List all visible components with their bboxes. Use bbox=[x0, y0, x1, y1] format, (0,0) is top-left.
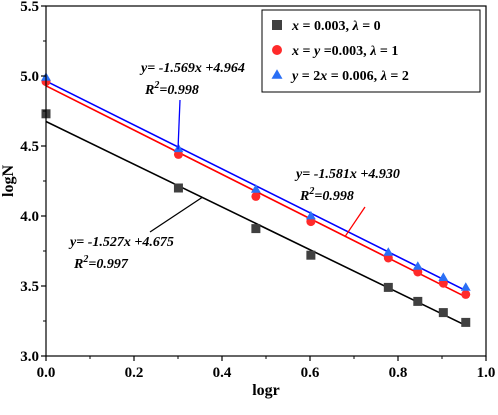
legend-marker-3 bbox=[271, 69, 283, 79]
data-points bbox=[41, 72, 471, 327]
legend-entry-2-part-1: x bbox=[291, 44, 299, 59]
fit-line-1 bbox=[45, 120, 467, 327]
legend-entry-3-part-3: x bbox=[319, 69, 327, 84]
x-tick-label-1: 0.0 bbox=[37, 365, 56, 381]
data-point-s3-5 bbox=[383, 247, 394, 256]
r-squared-3: R2=0.998 bbox=[144, 80, 199, 98]
legend-entry-1-part-4: = 0 bbox=[359, 19, 381, 34]
data-point-s3-6 bbox=[412, 261, 423, 270]
annotation-leader-2 bbox=[344, 206, 366, 237]
r-squared-superscript-3: 2 bbox=[153, 80, 159, 91]
fit-equation-1: y= -1.527x +4.675 bbox=[68, 235, 174, 250]
data-point-s3-7 bbox=[438, 272, 449, 281]
data-point-s1-5 bbox=[383, 282, 393, 292]
data-point-s3-8 bbox=[460, 282, 471, 291]
legend-entry-2-part-3: y bbox=[312, 44, 321, 59]
legend-entry-3: y = 2x = 0.006, λ = 2 bbox=[290, 69, 409, 84]
legend-entry-3-part-2: = 2 bbox=[298, 69, 320, 84]
legend-entry-2-part-2: = bbox=[299, 44, 314, 59]
data-point-s3-3 bbox=[250, 184, 261, 193]
y-tick-label-6: 5.5 bbox=[20, 0, 39, 15]
data-point-s1-6 bbox=[413, 296, 423, 306]
data-point-s1-8 bbox=[461, 317, 471, 327]
legend-entry-3-part-5: λ bbox=[380, 69, 387, 84]
r-squared-value-3: =0.998 bbox=[159, 83, 198, 98]
legend-entry-3-part-4: = 0.006, bbox=[327, 69, 380, 84]
x-tick-label-2: 0.2 bbox=[125, 365, 144, 381]
data-point-s1-7 bbox=[438, 308, 448, 318]
annotation-leader-3 bbox=[177, 99, 181, 150]
data-point-s2-8 bbox=[461, 289, 471, 299]
y-axis-title: logN bbox=[0, 165, 17, 197]
legend-entry-2-part-6: = 1 bbox=[376, 44, 398, 59]
r-squared-label-3: R bbox=[144, 83, 154, 98]
legend-marker-2 bbox=[272, 45, 282, 55]
data-point-s1-2 bbox=[173, 183, 183, 193]
r-squared-1: R2=0.997 bbox=[73, 254, 129, 272]
legend-entry-1-part-2: = 0.003, bbox=[299, 19, 352, 34]
legend-entry-3-part-1: y bbox=[290, 69, 299, 84]
r-squared-label-1: R bbox=[73, 257, 83, 272]
data-point-s1-4 bbox=[306, 250, 316, 260]
y-tick-label-4: 4.5 bbox=[20, 139, 39, 155]
data-point-s3-4 bbox=[305, 210, 316, 220]
legend-marker-1 bbox=[272, 20, 282, 30]
axes: 0.0 0.2 0.4 0.6 0.8 1.0 3.0 3.5 4.0 4.5 5.0 5.5 logr… bbox=[0, 0, 495, 399]
y-tick-label-5: 5.0 bbox=[20, 69, 39, 85]
r-squared-label-2: R bbox=[299, 189, 309, 204]
y-tick-label-3: 4.0 bbox=[20, 209, 39, 225]
annotation-leader-1 bbox=[149, 196, 203, 233]
x-tick-label-4: 0.6 bbox=[301, 365, 320, 381]
legend-entry-1-part-1: x bbox=[291, 19, 299, 34]
legend-entry-3-part-6: = 2 bbox=[387, 69, 409, 84]
legend: x = 0.003, λ = 0x = y =0.003, λ = 1y = 2… bbox=[261, 9, 481, 93]
r-squared-value-2: =0.998 bbox=[314, 189, 353, 204]
data-point-s2-3 bbox=[251, 191, 261, 201]
r-squared-2: R2=0.998 bbox=[299, 186, 354, 204]
fit-equation-3: y= -1.569x +4.964 bbox=[139, 61, 245, 76]
legend-entry-2-part-4: =0.003, bbox=[320, 44, 370, 59]
r-squared-superscript-1: 2 bbox=[82, 254, 88, 265]
r-squared-value-1: =0.997 bbox=[88, 257, 128, 272]
y-tick-label-2: 3.5 bbox=[20, 279, 39, 295]
legend-entry-2-part-5: λ bbox=[369, 44, 376, 59]
x-tick-label-6: 1.0 bbox=[477, 365, 496, 381]
fit-equation-2: y= -1.581x +4.930 bbox=[294, 167, 400, 182]
legend-entry-1-part-3: λ bbox=[351, 19, 358, 34]
legend-box bbox=[261, 9, 481, 93]
y-tick-label-1: 3.0 bbox=[20, 349, 39, 365]
r-squared-superscript-2: 2 bbox=[308, 186, 314, 197]
data-point-s1-3 bbox=[251, 224, 261, 234]
legend-entry-1: x = 0.003, λ = 0 bbox=[291, 19, 381, 34]
x-tick-label-5: 0.8 bbox=[389, 365, 408, 381]
legend-entry-2: x = y =0.003, λ = 1 bbox=[291, 44, 398, 59]
x-axis-title: logr bbox=[252, 382, 280, 399]
x-tick-label-3: 0.4 bbox=[213, 365, 232, 381]
